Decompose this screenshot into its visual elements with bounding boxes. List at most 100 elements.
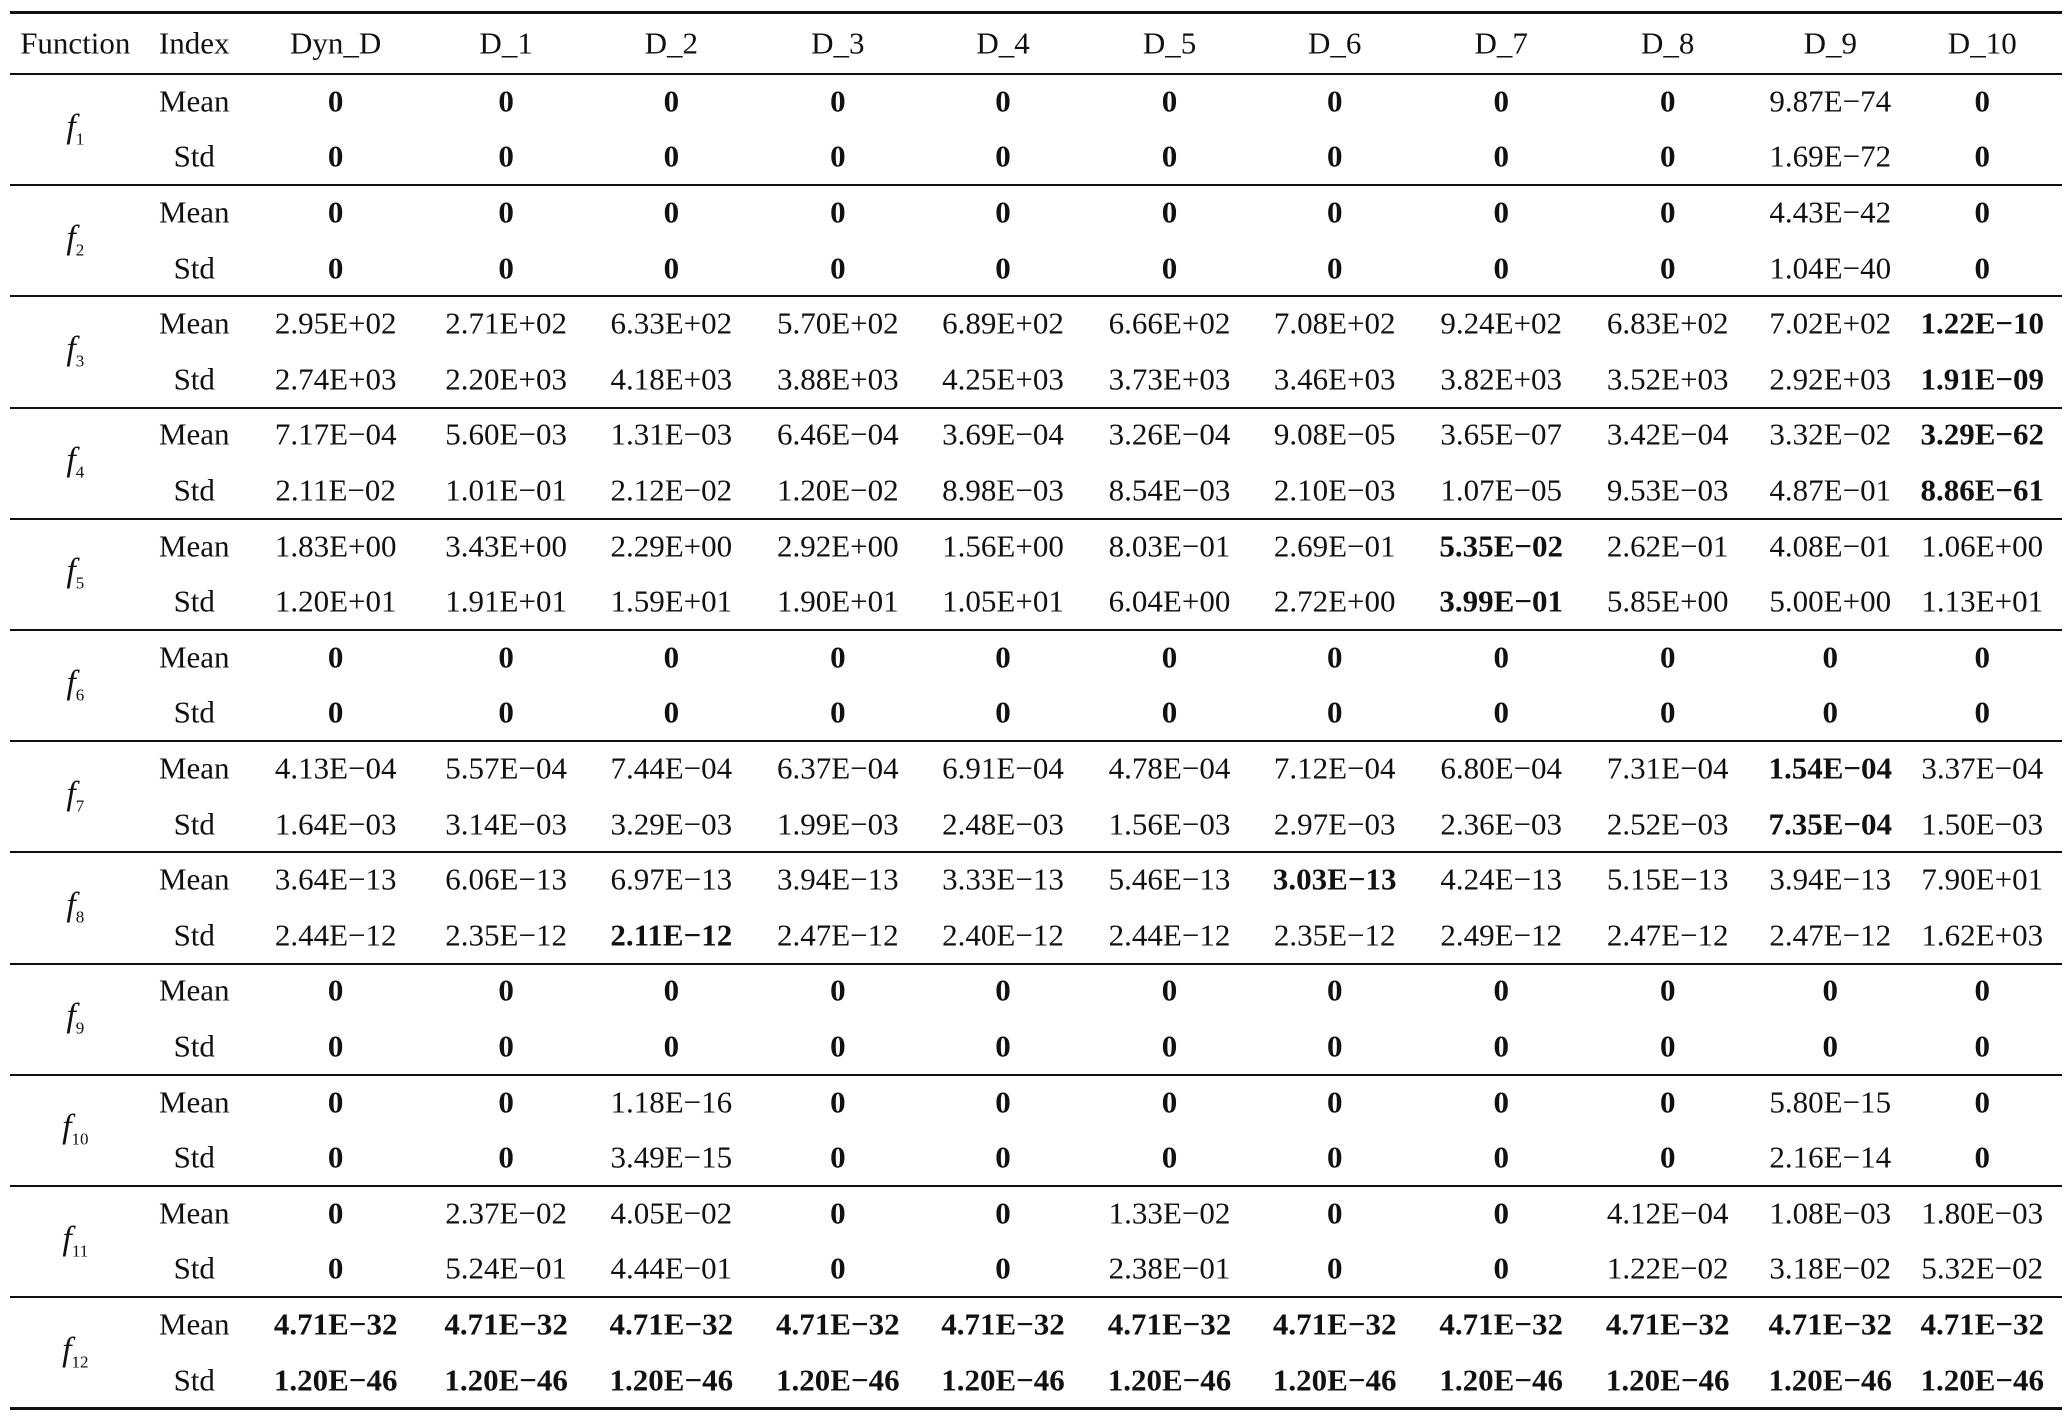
- function-subscript: 8: [75, 907, 85, 927]
- index-label: Mean: [158, 305, 230, 341]
- value-cell: 1.04E−40: [1769, 250, 1892, 286]
- value-cell: 4.71E−32: [1920, 1306, 2045, 1342]
- function-label: f4: [66, 443, 85, 482]
- value-cell: 7.90E+01: [1921, 861, 2044, 897]
- value-cell: 0: [1974, 83, 1991, 119]
- value-cell: 0: [327, 639, 344, 675]
- value-cell: 2.29E+00: [610, 528, 733, 564]
- value-cell: 0: [1326, 1084, 1343, 1120]
- function-label: f5: [66, 554, 85, 593]
- value-cell: 0: [1326, 1250, 1343, 1286]
- function-label: f9: [66, 999, 85, 1038]
- rule: [10, 629, 2062, 631]
- value-cell: 1.91E+01: [445, 583, 567, 619]
- value-cell: 3.43E+00: [445, 528, 567, 564]
- value-cell: 0: [1326, 1028, 1343, 1064]
- value-cell: 0: [1974, 138, 1991, 174]
- value-cell: 4.87E−01: [1769, 472, 1892, 508]
- value-cell: 0: [498, 1139, 514, 1175]
- index-label: Mean: [158, 1306, 230, 1342]
- value-cell: 1.22E−02: [1606, 1250, 1729, 1286]
- value-cell: 0: [663, 194, 680, 230]
- function-subscript: 11: [71, 1241, 89, 1261]
- value-cell: 2.49E−12: [1440, 917, 1563, 953]
- rule: [10, 406, 2062, 409]
- rule: [10, 851, 2062, 854]
- rule: [10, 740, 2062, 743]
- index-label: Std: [173, 1139, 215, 1175]
- value-cell: 7.02E+02: [1769, 305, 1892, 341]
- value-cell: 0: [1161, 1084, 1178, 1120]
- value-cell: 4.71E−32: [609, 1306, 734, 1342]
- function-label: f3: [66, 332, 84, 370]
- value-cell: 0: [1326, 138, 1343, 174]
- value-cell: 4.08E−01: [1769, 528, 1892, 564]
- value-cell: 2.11E−02: [275, 472, 396, 508]
- index-label: Mean: [158, 416, 230, 452]
- value-cell: 2.44E−12: [1108, 917, 1231, 953]
- value-cell: 0: [1161, 1139, 1178, 1175]
- function-subscript: 6: [75, 685, 85, 705]
- value-cell: 0: [1493, 972, 1509, 1008]
- value-cell: 8.86E−61: [1920, 472, 2045, 508]
- value-cell: 4.71E−32: [1272, 1306, 1397, 1342]
- value-cell: 1.64E−03: [274, 806, 397, 842]
- value-cell: 3.18E−02: [1769, 1250, 1892, 1286]
- value-cell: 3.42E−04: [1606, 416, 1729, 452]
- index-label: Mean: [158, 639, 230, 675]
- value-cell: 1.56E−03: [1108, 806, 1231, 842]
- index-label: Std: [173, 138, 215, 174]
- value-cell: 0: [1493, 194, 1509, 230]
- value-cell: 2.92E+00: [776, 528, 899, 564]
- value-cell: 1.20E−46: [1107, 1362, 1232, 1398]
- rule: [10, 1407, 2062, 1411]
- value-cell: 0: [1822, 639, 1839, 675]
- index-label: Std: [173, 806, 215, 842]
- value-cell: 0: [1974, 972, 1991, 1008]
- value-cell: 0: [1326, 194, 1343, 230]
- function-subscript: 4: [75, 462, 85, 482]
- value-cell: 2.16E−14: [1769, 1139, 1892, 1175]
- function-label: f10: [62, 1110, 89, 1149]
- value-cell: 0: [1822, 1028, 1839, 1064]
- value-cell: 0: [1161, 972, 1178, 1008]
- value-cell: 1.99E−03: [776, 806, 899, 842]
- value-cell: 3.64E−13: [274, 861, 397, 897]
- value-cell: 6.46E−04: [776, 416, 899, 452]
- value-cell: 5.32E−02: [1921, 1250, 2044, 1286]
- index-label: Std: [173, 583, 215, 619]
- index-label: Mean: [158, 861, 230, 897]
- header-cell: D_3: [811, 25, 865, 61]
- value-cell: 0: [498, 194, 514, 230]
- function-subscript: 10: [71, 1129, 89, 1149]
- value-cell: 7.31E−04: [1606, 750, 1729, 786]
- value-cell: 1.31E−03: [610, 416, 733, 452]
- value-cell: 2.12E−02: [610, 472, 733, 508]
- value-cell: 6.37E−04: [776, 750, 899, 786]
- value-cell: 0: [1659, 1084, 1676, 1120]
- value-cell: 4.25E+03: [942, 361, 1064, 397]
- value-cell: 0: [1974, 694, 1991, 730]
- value-cell: 0: [663, 694, 680, 730]
- value-cell: 0: [327, 250, 344, 286]
- value-cell: 6.66E+02: [1108, 305, 1231, 341]
- header-cell: Index: [158, 25, 230, 61]
- function-label: f7: [66, 777, 84, 815]
- function-subscript: 9: [75, 1018, 85, 1038]
- index-label: Std: [173, 1250, 215, 1286]
- value-cell: 0: [830, 1139, 846, 1175]
- value-cell: 0: [327, 1084, 344, 1120]
- value-cell: 0: [995, 1250, 1011, 1286]
- value-cell: 1.20E−46: [609, 1362, 734, 1398]
- value-cell: 3.69E−04: [942, 416, 1064, 452]
- value-cell: 1.22E−10: [1920, 305, 2045, 341]
- rule: [10, 1185, 2062, 1187]
- value-cell: 2.72E+00: [1273, 583, 1396, 619]
- value-cell: 3.29E−03: [610, 806, 733, 842]
- value-cell: 3.99E−01: [1439, 583, 1564, 619]
- value-cell: 3.46E+03: [1273, 361, 1396, 397]
- function-subscript: 5: [75, 573, 85, 593]
- value-cell: 1.01E−01: [445, 472, 567, 508]
- value-cell: 0: [995, 83, 1011, 119]
